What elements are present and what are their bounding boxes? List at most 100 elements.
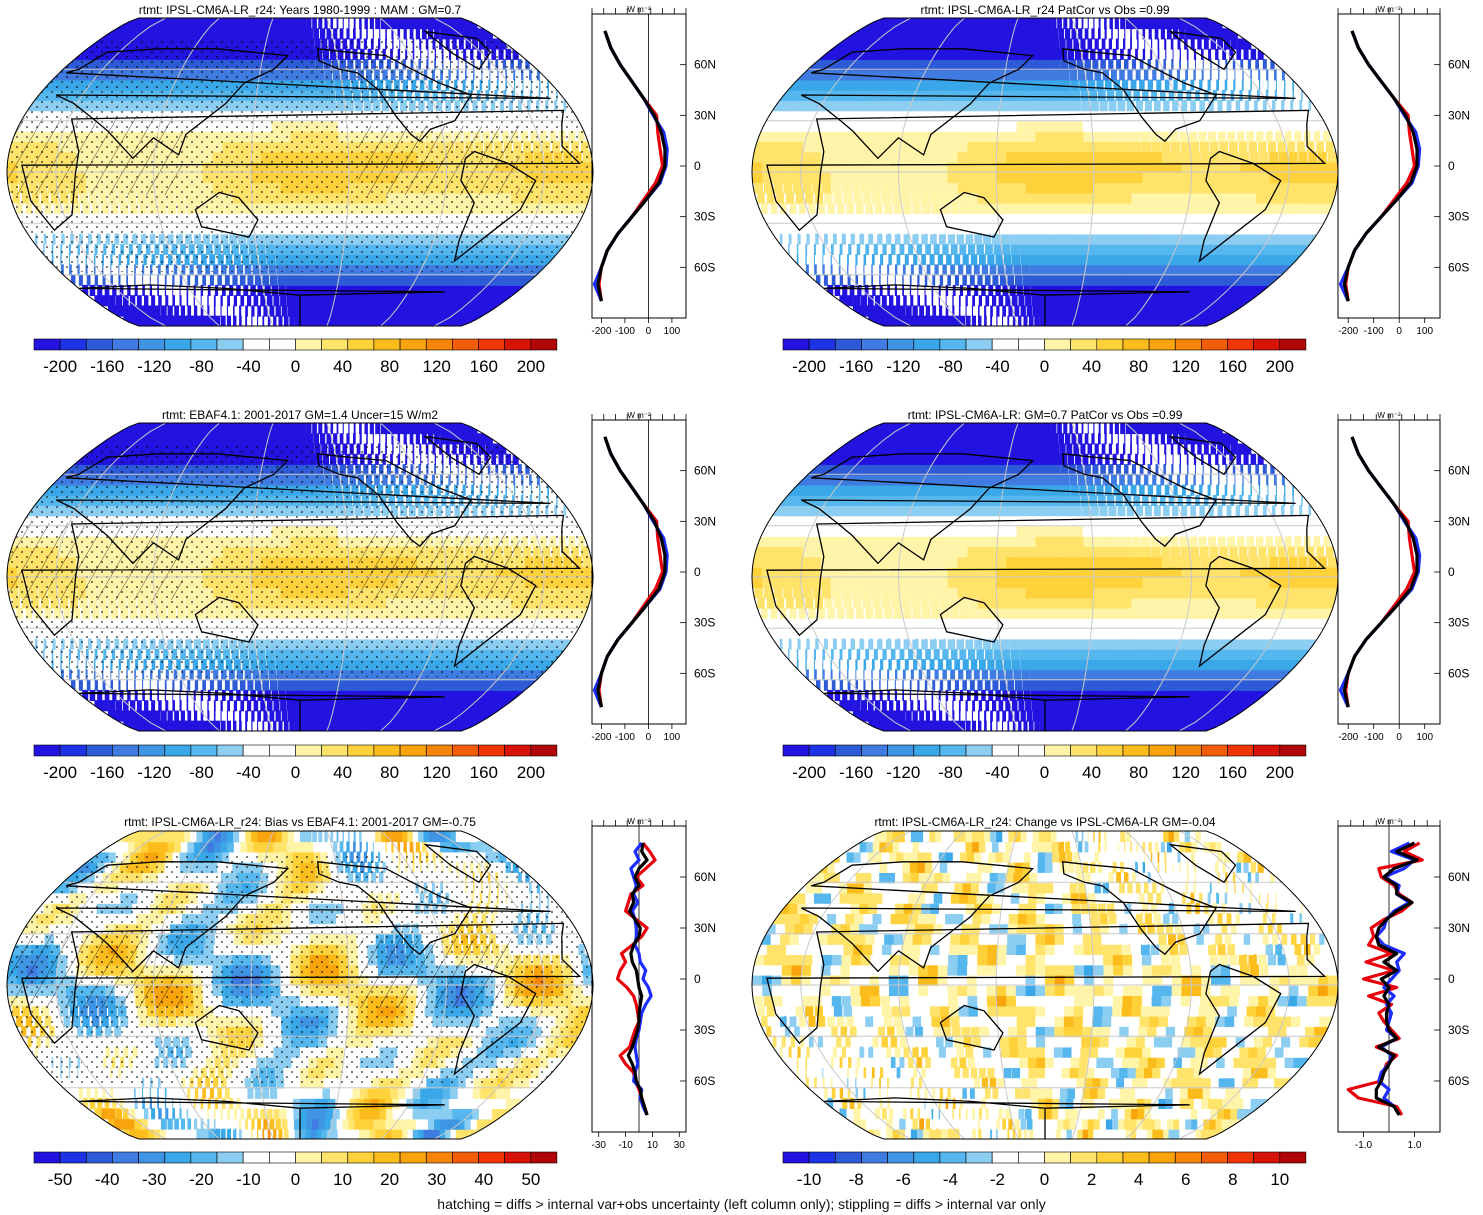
field-cell [822, 264, 825, 276]
colorbar-tick-label: -40 [236, 357, 261, 376]
field-cell [919, 305, 924, 317]
field-cell [1011, 295, 1018, 307]
field-cell [160, 710, 167, 722]
field-cell [1139, 243, 1152, 255]
field-cell [1301, 233, 1319, 245]
field-cell [1101, 38, 1106, 50]
field-cell [860, 182, 871, 194]
field-cell [1151, 89, 1158, 101]
field-cell [1159, 89, 1166, 101]
field-cell [1209, 141, 1219, 153]
field-cell [1212, 110, 1219, 122]
field-cell [1104, 295, 1117, 307]
field-cell [273, 28, 283, 40]
field-cell [1084, 28, 1089, 40]
field-cell [1284, 254, 1303, 266]
field-cell [984, 274, 991, 286]
field-cell [1308, 151, 1318, 163]
field-cell [1208, 223, 1223, 235]
field-cell [1162, 161, 1173, 173]
field-cell [805, 264, 809, 276]
field-cell [776, 130, 791, 142]
field-cell [262, 274, 270, 286]
colorbar-tick-label: -120 [886, 357, 920, 376]
field-cell [953, 315, 960, 326]
field-cell [868, 213, 876, 225]
field-cell [391, 18, 399, 30]
field-cell [1217, 59, 1220, 71]
field-cell [1064, 141, 1075, 153]
field-cell [1308, 161, 1319, 173]
field-cell [348, 305, 361, 317]
field-cell [833, 192, 843, 204]
field-cell [286, 295, 294, 307]
graticule-line [380, 18, 448, 326]
field-cell [1193, 69, 1196, 81]
field-cell [832, 233, 837, 245]
field-cell [1306, 182, 1319, 194]
field-cell [1074, 161, 1085, 173]
field-cell [831, 182, 842, 194]
field-cell [1191, 172, 1203, 184]
field-cell [403, 28, 407, 40]
field-cell [988, 120, 1000, 132]
field-cell [931, 120, 944, 132]
field-cell [905, 110, 919, 122]
field-cell [855, 264, 857, 276]
field-cell [1172, 100, 1179, 112]
field-cell [957, 141, 970, 153]
field-cell [167, 710, 173, 722]
field-cell [856, 79, 873, 91]
field-cell [1066, 38, 1073, 50]
field-cell [107, 305, 118, 317]
field-cell [1143, 69, 1149, 81]
field-cell [997, 264, 1005, 276]
field-cell [872, 130, 885, 142]
field-cell [1126, 100, 1135, 112]
field-cell [382, 274, 396, 286]
field-cell [415, 28, 420, 40]
field-cell [1054, 120, 1065, 132]
field-cell [336, 18, 339, 30]
field-cell [766, 110, 783, 122]
field-cell [300, 710, 308, 722]
field-cell [333, 700, 344, 712]
field-cell [827, 120, 842, 132]
profile-x-tick-label: 0 [1396, 326, 1402, 337]
field-cell [1185, 69, 1188, 81]
field-cell [1278, 151, 1288, 163]
field-cell [989, 213, 999, 225]
field-cell [937, 69, 951, 81]
field-cell [89, 284, 96, 296]
field-cell [895, 59, 911, 71]
field-cell [985, 243, 993, 255]
field-cell [939, 192, 949, 204]
field-cell [1007, 274, 1015, 286]
field-cell [1201, 254, 1217, 266]
field-cell [937, 254, 944, 266]
field-cell [160, 305, 167, 317]
field-cell [839, 295, 848, 307]
field-cell [115, 700, 122, 712]
field-cell [1295, 110, 1301, 122]
field-cell [1197, 28, 1205, 40]
field-cell [968, 130, 980, 142]
field-cell [1069, 305, 1079, 317]
field-cell [1086, 69, 1094, 81]
field-cell [108, 295, 116, 307]
field-cell [1045, 233, 1055, 245]
field-cell [1090, 48, 1096, 60]
field-cell [1089, 89, 1098, 101]
field-cell [968, 243, 976, 255]
field-cell [1259, 161, 1270, 173]
field-cell [257, 315, 259, 326]
field-cell [999, 223, 1009, 235]
field-cell [1161, 141, 1171, 153]
field-cell [409, 28, 414, 40]
field-cell [963, 100, 976, 112]
field-cell [1191, 28, 1199, 40]
field-cell [247, 700, 252, 712]
field-cell [1005, 264, 1013, 276]
field-cell [1097, 274, 1109, 286]
field-cell [1169, 130, 1179, 142]
